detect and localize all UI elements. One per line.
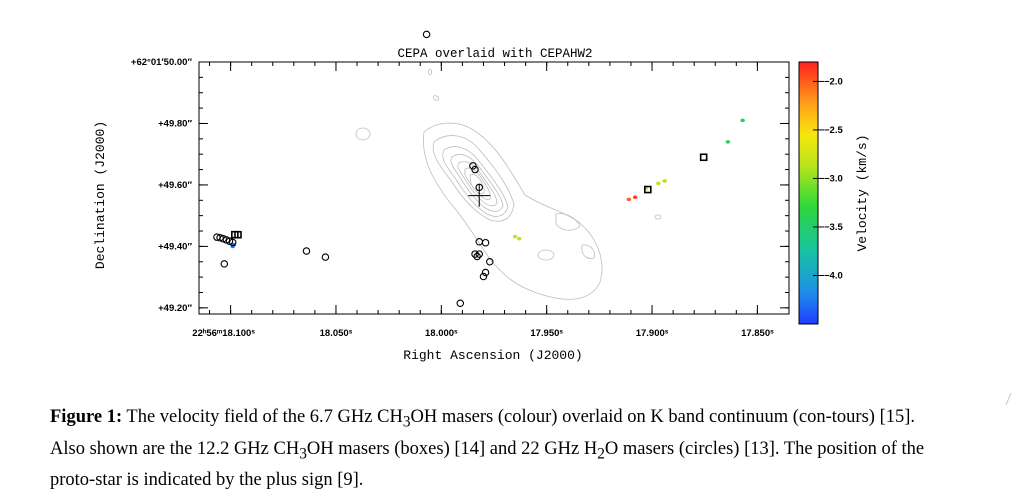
ch3oh-6ghz-maser-dot — [662, 179, 667, 183]
h2o-maser-circle — [422, 30, 431, 39]
caption-sub-1: 3 — [402, 413, 411, 431]
contour-blob-left — [355, 127, 371, 141]
maser-marks — [213, 30, 745, 307]
h2o-maser-circle — [486, 258, 494, 266]
ch3oh-6ghz-maser-dot — [740, 118, 745, 123]
contour-4 — [450, 154, 504, 212]
h2o-maser-circle — [473, 252, 481, 261]
frame-ticks — [199, 61, 789, 314]
caption-text-3: OH masers (boxes) [14] and 22 GHz H — [306, 438, 598, 459]
y-tick-label: +49.40″ — [158, 241, 192, 252]
figure-caption: Figure 1: The velocity field of the 6.7 … — [50, 404, 950, 494]
ch3oh-12ghz-maser-box — [644, 185, 652, 194]
caption-text-1: The velocity field of the 6.7 GHz CH — [122, 407, 403, 427]
y-tick-labels: +62°01′50.00″ +49.80″ +49.60″ +49.40″ +49.20… — [131, 57, 193, 314]
ch3oh-12ghz-maser-box — [699, 153, 708, 162]
contour-inner-3 — [581, 244, 595, 259]
caption-text-2: OH masers (colour) overlaid on K band co… — [50, 407, 916, 459]
ch3oh-6ghz-maser-dot — [725, 140, 731, 144]
contour-outer — [422, 122, 603, 300]
colorbar-label: Velocity (km/s) — [855, 134, 870, 251]
ch3oh-6ghz-maser-dot — [656, 181, 661, 186]
ch3oh-12ghz-maser-box — [234, 230, 242, 239]
page-corner-mark — [1005, 392, 1012, 406]
colorbar-tick-label: −2.5 — [824, 125, 843, 136]
contour-6 — [464, 167, 491, 200]
x-tick-label: 18.050ˢ — [320, 328, 353, 339]
h2o-maser-circle — [481, 238, 490, 247]
h2o-maser-circle — [481, 268, 490, 277]
continuum-contours — [355, 68, 662, 300]
colorbar-tick-label: −4.0 — [824, 270, 843, 281]
x-axis-label: Right Ascension (J2000) — [403, 348, 582, 363]
figure-chart: CEPA overlaid with CEPAHW2 22ʰ56ᵐ18.100ˢ… — [93, 30, 870, 363]
y-tick-label: +49.60″ — [158, 180, 192, 191]
y-tick-label: +49.20″ — [158, 303, 192, 314]
h2o-maser-circle — [216, 234, 224, 242]
colorbar-ticks: −2.0 −2.5 −3.0 −3.5 −4.0 — [813, 76, 843, 281]
h2o-maser-circle — [471, 250, 479, 258]
caption-sub-2: 3 — [299, 445, 307, 463]
colorbar-gradient — [798, 61, 819, 325]
ch3oh-6ghz-maser-dot — [626, 197, 632, 202]
h2o-maser-circle — [471, 165, 479, 174]
y-axis-label: Declination (J2000) — [93, 121, 108, 269]
ch3oh-6ghz-maser-dot — [632, 195, 638, 200]
x-tick-label: 17.900ˢ — [636, 328, 669, 339]
h2o-maser-circle — [469, 162, 477, 170]
h2o-maser-circle — [220, 260, 229, 268]
x-tick-label: 22ʰ56ᵐ18.100ˢ — [192, 328, 255, 339]
x-tick-label: 17.850ˢ — [741, 328, 774, 339]
contour-blob-top — [432, 95, 440, 101]
caption-sub-3: 2 — [597, 445, 605, 463]
contour-blob-ne — [654, 214, 662, 220]
chart-title: CEPA overlaid with CEPAHW2 — [397, 47, 592, 61]
h2o-maser-circle — [228, 238, 237, 247]
plot-frame — [198, 61, 790, 315]
colorbar-tick-label: −3.5 — [824, 222, 843, 233]
y-tick-label: +49.80″ — [158, 118, 192, 129]
h2o-maser-circle — [302, 247, 311, 255]
contour-inner-2 — [555, 213, 581, 231]
x-tick-label: 18.000ˢ — [425, 328, 458, 339]
colorbar-tick-label: −2.0 — [824, 76, 843, 87]
x-tick-labels: 22ʰ56ᵐ18.100ˢ 18.050ˢ 18.000ˢ 17.950ˢ 17.900… — [192, 328, 774, 339]
contour-5 — [457, 161, 498, 207]
h2o-maser-circle — [475, 250, 483, 258]
contour-3 — [442, 146, 509, 217]
ch3oh-6ghz-maser-dot — [512, 234, 518, 239]
y-tick-label: +62°01′50.00″ — [131, 57, 193, 68]
h2o-maser-circle — [456, 299, 465, 307]
x-tick-label: 17.950ˢ — [530, 328, 563, 339]
colorbar-tick-label: −3.0 — [824, 173, 843, 184]
ch3oh-6ghz-maser-dot — [516, 236, 522, 241]
contour-inner — [469, 174, 485, 195]
contour-blob-right — [537, 249, 555, 261]
contour-2 — [432, 135, 515, 222]
h2o-maser-circle — [479, 272, 488, 281]
contour-blob-top2 — [428, 68, 432, 76]
h2o-maser-circle — [475, 238, 483, 246]
h2o-maser-circle — [321, 253, 330, 261]
caption-text-4: O masers (circles) [13]. The position of… — [50, 438, 925, 491]
caption-label: Figure 1: — [50, 407, 123, 427]
